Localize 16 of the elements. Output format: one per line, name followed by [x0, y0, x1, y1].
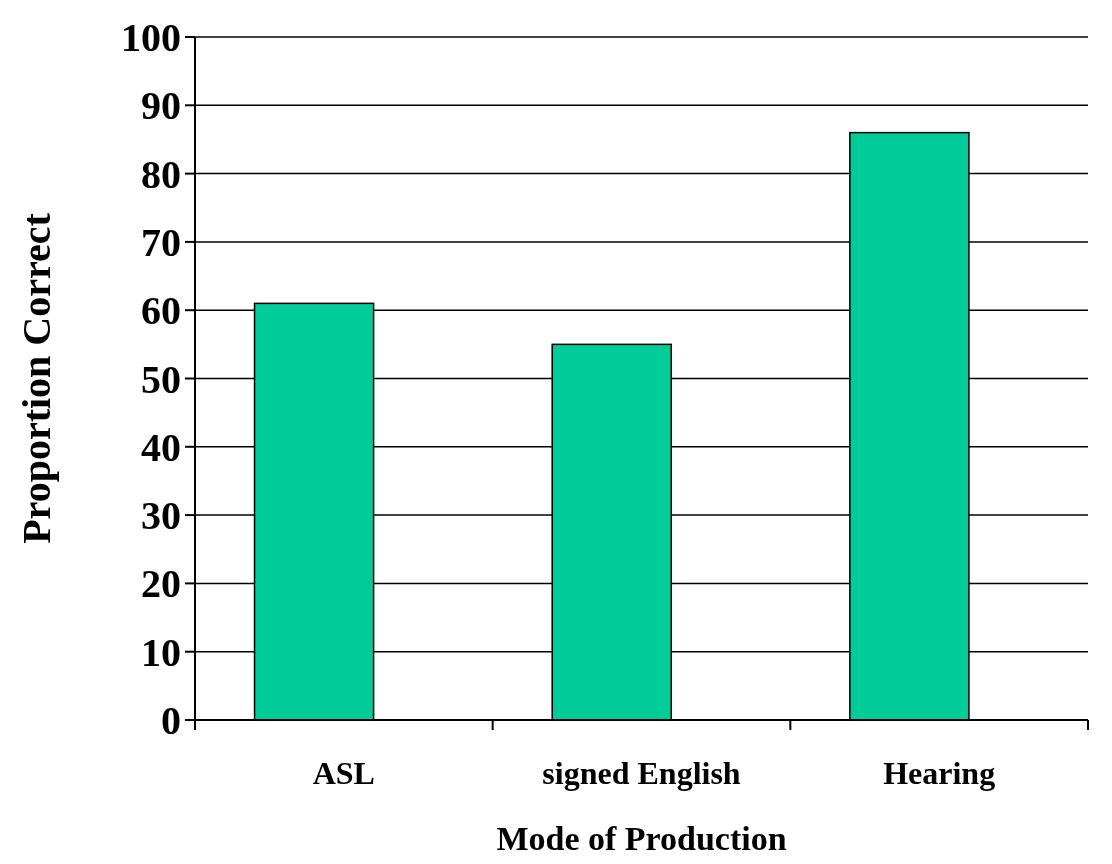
y-tick-label: 0	[161, 698, 181, 743]
x-tick-label: ASL	[312, 755, 375, 791]
y-tick-label: 70	[141, 219, 181, 265]
x-tick-label: signed English	[542, 755, 741, 791]
x-tick-label: Hearing	[883, 755, 996, 791]
y-tick-label: 100	[121, 15, 181, 60]
y-tick-label: 10	[141, 629, 181, 675]
x-axis-title: Mode of Production	[496, 820, 787, 857]
y-tick-label: 30	[141, 493, 181, 539]
y-tick-label: 40	[141, 424, 181, 470]
y-tick-label: 50	[141, 356, 181, 402]
y-tick-label: 80	[141, 151, 181, 197]
y-axis-title: Proportion Correct	[14, 212, 59, 544]
y-tick-label: 20	[141, 561, 181, 607]
y-tick-label: 90	[141, 83, 181, 129]
y-tick-label: 60	[141, 288, 181, 334]
